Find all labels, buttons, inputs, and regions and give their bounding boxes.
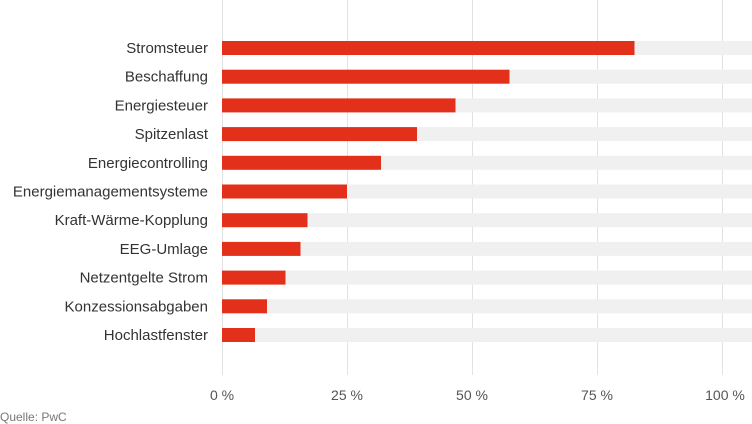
bar — [222, 41, 635, 55]
bar-track — [222, 299, 752, 314]
bar-track — [222, 328, 752, 342]
bar-track — [222, 270, 752, 285]
category-label: Energiemanagementsysteme — [13, 184, 208, 201]
x-tick-label: 25 % — [331, 387, 363, 403]
category-label: Stromsteuer — [126, 40, 208, 57]
bar — [222, 328, 255, 342]
category-label: Hochlastfenster — [104, 327, 208, 344]
category-labels: Stromsteuer Beschaffung Energiesteuer Spitz… — [13, 40, 209, 344]
x-tick-label: 100 % — [705, 387, 745, 403]
x-tick-label: 50 % — [456, 387, 488, 403]
bar — [222, 184, 347, 199]
category-label: Netzentgelte Strom — [80, 270, 208, 287]
bar — [222, 241, 301, 256]
bar-track — [222, 213, 752, 228]
bar — [222, 98, 456, 113]
bar — [222, 155, 381, 170]
bar — [222, 69, 510, 84]
bar-track — [222, 184, 752, 199]
x-axis-ticks: 0 % 25 % 50 % 75 % 100 % — [210, 387, 745, 403]
category-label: Kraft-Wärme-Kopplung — [55, 212, 208, 229]
category-label: Energiesteuer — [115, 97, 208, 114]
bar — [222, 213, 308, 228]
category-label: Spitzenlast — [135, 126, 209, 143]
bar — [222, 299, 267, 314]
x-tick-label: 75 % — [581, 387, 613, 403]
category-label: Konzessionsabgaben — [65, 298, 208, 315]
bar — [222, 127, 417, 142]
x-tick-label: 0 % — [210, 387, 234, 403]
category-label: Beschaffung — [125, 69, 208, 86]
source-note: Quelle: PwC — [0, 410, 67, 424]
category-label: Energiecontrolling — [88, 155, 208, 172]
bars — [222, 41, 635, 342]
bar-track — [222, 241, 752, 256]
bar — [222, 270, 286, 285]
category-label: EEG-Umlage — [120, 241, 208, 258]
